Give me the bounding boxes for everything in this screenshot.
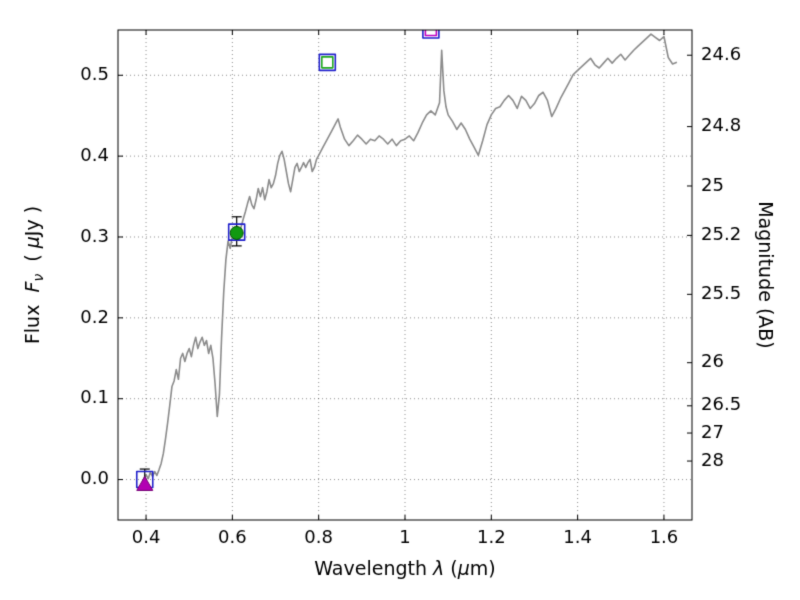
sed-chart-canvas xyxy=(0,0,800,600)
sed-figure xyxy=(0,0,800,600)
